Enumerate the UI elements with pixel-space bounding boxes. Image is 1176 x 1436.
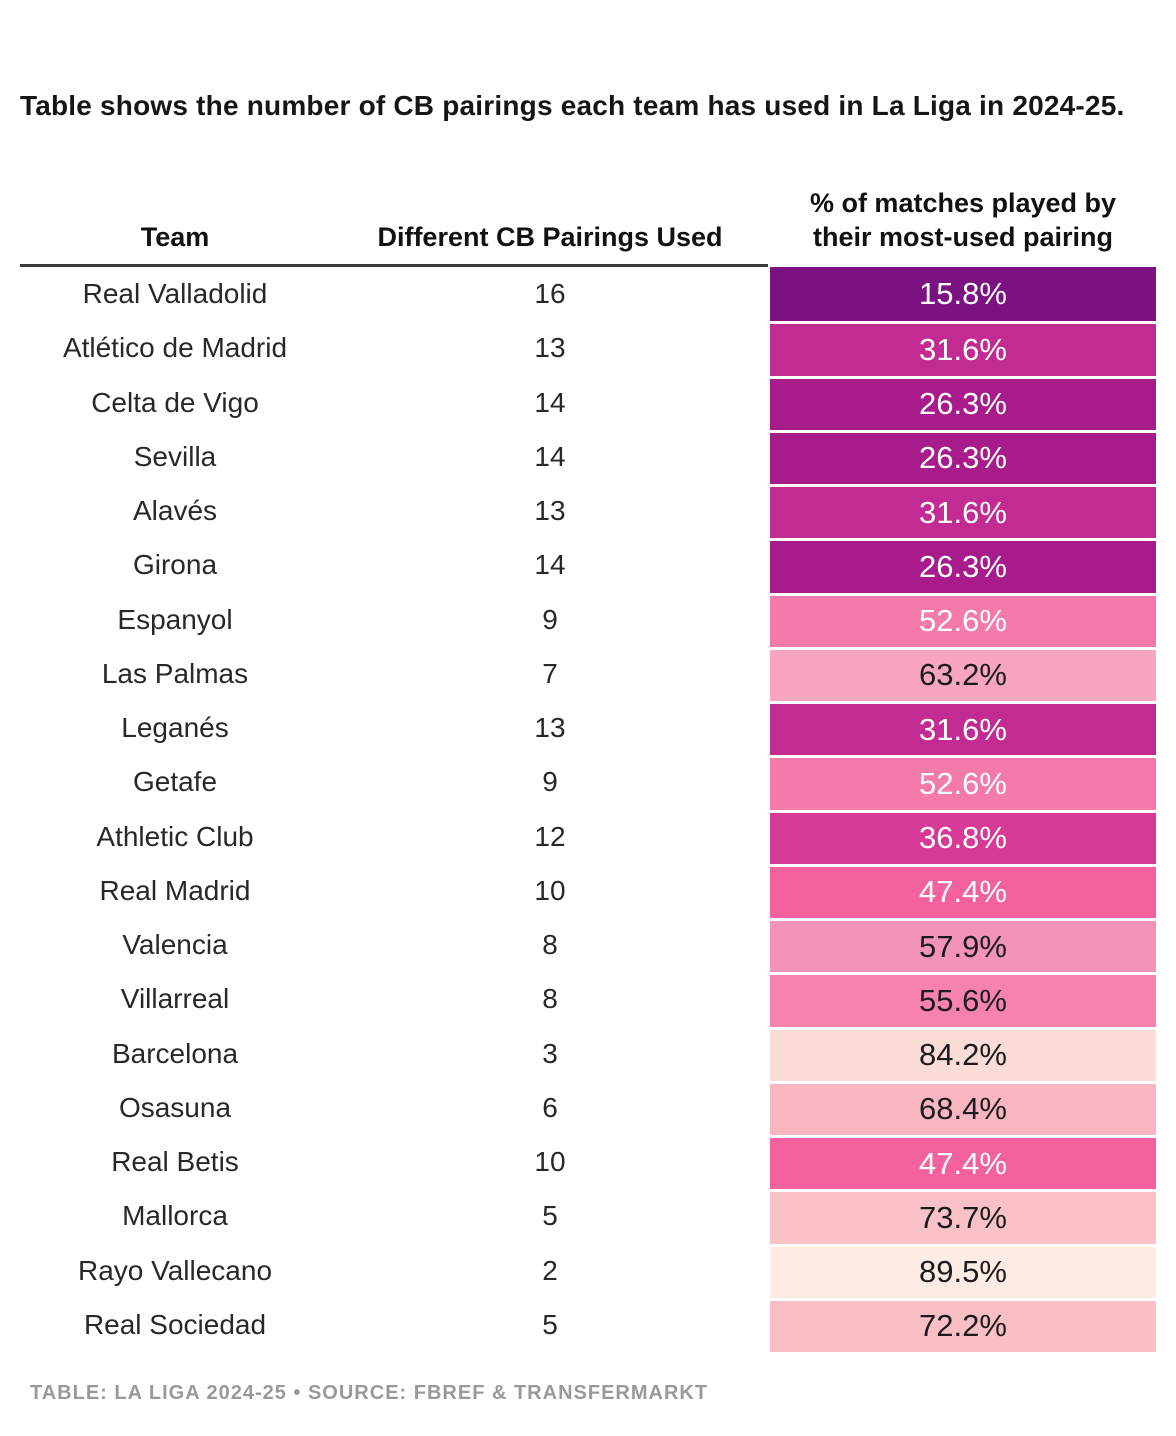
percentage-cell: 47.4% xyxy=(770,863,1156,918)
header-divider xyxy=(20,264,768,267)
column-header-team: Team xyxy=(140,222,210,252)
table-header-row: Team Different CB Pairings Used % of mat… xyxy=(20,178,1156,264)
pairings-count: 12 xyxy=(534,820,566,852)
percentage-cell: 31.6% xyxy=(770,321,1156,376)
pairings-count: 8 xyxy=(542,983,558,1015)
pairings-count: 14 xyxy=(534,386,566,418)
percentage-cell: 47.4% xyxy=(770,1135,1156,1190)
percentage-cell: 63.2% xyxy=(770,646,1156,701)
table-row: Alavés 13 31.6% xyxy=(20,484,1156,539)
team-name: Celta de Vigo xyxy=(91,386,259,418)
pairings-count: 2 xyxy=(542,1254,558,1286)
data-table: Team Different CB Pairings Used % of mat… xyxy=(20,178,1156,1352)
percentage-cell: 84.2% xyxy=(770,1026,1156,1081)
table-row: Getafe 9 52.6% xyxy=(20,755,1156,810)
team-name: Girona xyxy=(132,549,218,581)
percentage-cell: 52.6% xyxy=(770,592,1156,647)
team-name: Mallorca xyxy=(122,1200,228,1232)
percentage-cell: 52.6% xyxy=(770,755,1156,810)
pairings-count: 3 xyxy=(542,1037,558,1069)
table-row: Real Sociedad 5 72.2% xyxy=(20,1297,1156,1352)
percentage-cell: 31.6% xyxy=(770,484,1156,539)
team-name: Atlético de Madrid xyxy=(62,332,288,364)
team-name: Real Betis xyxy=(111,1146,239,1178)
percentage-cell: 31.6% xyxy=(770,701,1156,756)
team-name: Las Palmas xyxy=(101,657,249,689)
percentage-cell: 68.4% xyxy=(770,1080,1156,1135)
column-header-percentage-line2: their most-used pairing xyxy=(812,222,1114,252)
percentage-cell: 36.8% xyxy=(770,809,1156,864)
table-row: Real Betis 10 47.4% xyxy=(20,1135,1156,1190)
pairings-count: 9 xyxy=(542,603,558,635)
table-row: Atlético de Madrid 13 31.6% xyxy=(20,321,1156,376)
column-header-percentage: % of matches played by their most-used p… xyxy=(770,186,1156,264)
table-row: Las Palmas 7 63.2% xyxy=(20,646,1156,701)
team-name: Rayo Vallecano xyxy=(77,1254,273,1286)
percentage-cell: 26.3% xyxy=(770,429,1156,484)
percentage-cell: 89.5% xyxy=(770,1243,1156,1298)
team-name: Real Valladolid xyxy=(82,278,268,310)
table-row: Real Madrid 10 47.4% xyxy=(20,863,1156,918)
column-header-percentage-line1: % of matches played by xyxy=(809,188,1117,218)
pairings-count: 7 xyxy=(542,657,558,689)
table-row: Girona 14 26.3% xyxy=(20,538,1156,593)
table-row: Osasuna 6 68.4% xyxy=(20,1080,1156,1135)
percentage-cell: 15.8% xyxy=(770,267,1156,322)
percentage-cell: 26.3% xyxy=(770,375,1156,430)
pairings-count: 10 xyxy=(534,874,566,906)
team-name: Osasuna xyxy=(118,1091,232,1123)
pairings-count: 8 xyxy=(542,929,558,961)
table-row: Valencia 8 57.9% xyxy=(20,918,1156,973)
table-row: Espanyol 9 52.6% xyxy=(20,592,1156,647)
team-name: Real Sociedad xyxy=(83,1308,267,1340)
table-row: Barcelona 3 84.2% xyxy=(20,1026,1156,1081)
table-row: Celta de Vigo 14 26.3% xyxy=(20,375,1156,430)
percentage-cell: 26.3% xyxy=(770,538,1156,593)
page-title: Table shows the number of CB pairings ea… xyxy=(20,90,1125,121)
team-name: Espanyol xyxy=(117,603,233,635)
pairings-count: 13 xyxy=(534,495,566,527)
column-header-count: Different CB Pairings Used xyxy=(377,222,723,252)
table-row: Real Valladolid 16 15.8% xyxy=(20,267,1156,322)
team-name: Sevilla xyxy=(133,440,217,472)
percentage-cell: 73.7% xyxy=(770,1189,1156,1244)
pairings-count: 13 xyxy=(534,712,566,744)
pairings-count: 14 xyxy=(534,549,566,581)
table-body: Real Valladolid 16 15.8% Atlético de Madrid… xyxy=(20,267,1156,1352)
pairings-count: 9 xyxy=(542,766,558,798)
team-name: Alavés xyxy=(132,495,218,527)
team-name: Villarreal xyxy=(120,983,230,1015)
table-row: Rayo Vallecano 2 89.5% xyxy=(20,1243,1156,1298)
team-name: Getafe xyxy=(132,766,218,798)
pairings-count: 5 xyxy=(542,1200,558,1232)
table-row: Villarreal 8 55.6% xyxy=(20,972,1156,1027)
team-name: Barcelona xyxy=(111,1037,239,1069)
team-name: Leganés xyxy=(121,712,229,744)
table-row: Mallorca 5 73.7% xyxy=(20,1189,1156,1244)
pairings-count: 5 xyxy=(542,1308,558,1340)
pairings-count: 6 xyxy=(542,1091,558,1123)
percentage-cell: 57.9% xyxy=(770,918,1156,973)
team-name: Athletic Club xyxy=(96,820,254,852)
pairings-count: 13 xyxy=(534,332,566,364)
table-row: Leganés 13 31.6% xyxy=(20,701,1156,756)
percentage-cell: 55.6% xyxy=(770,972,1156,1027)
table-row: Sevilla 14 26.3% xyxy=(20,429,1156,484)
source-caption: Table: La Liga 2024-25 • Source: FBref &… xyxy=(30,1382,709,1404)
team-name: Valencia xyxy=(122,929,228,961)
pairings-count: 14 xyxy=(534,440,566,472)
pairings-count: 16 xyxy=(534,278,566,310)
pairings-count: 10 xyxy=(534,1146,566,1178)
percentage-cell: 72.2% xyxy=(770,1297,1156,1352)
team-name: Real Madrid xyxy=(99,874,251,906)
table-row: Athletic Club 12 36.8% xyxy=(20,809,1156,864)
